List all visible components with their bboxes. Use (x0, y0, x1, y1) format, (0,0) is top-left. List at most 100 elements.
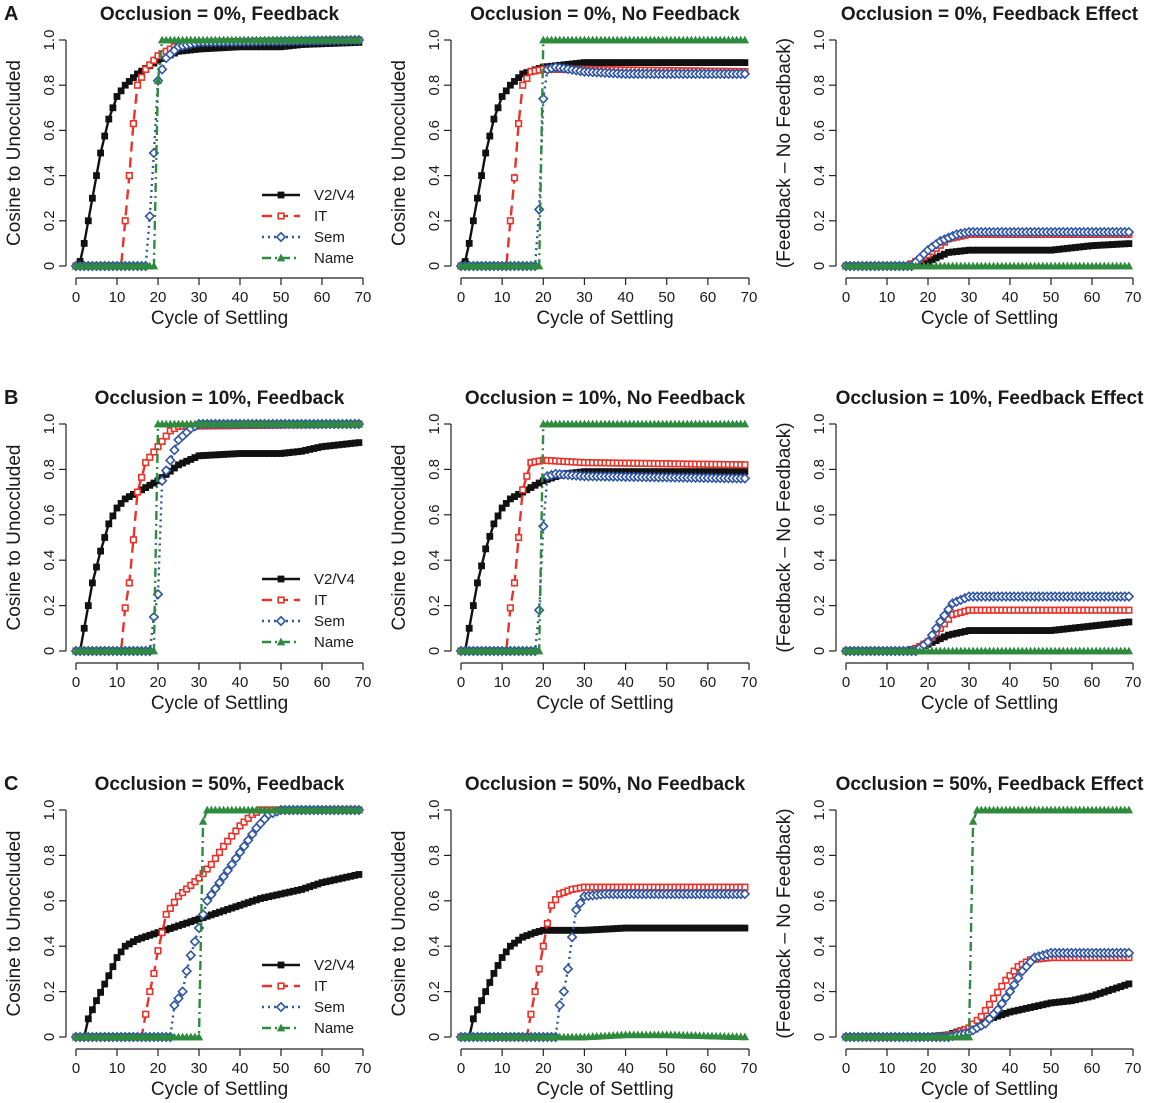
data-point (80, 240, 88, 247)
data-point (302, 884, 309, 892)
data-point (739, 473, 751, 484)
data-point (207, 911, 215, 919)
data-point (671, 924, 679, 932)
series-name (71, 35, 364, 270)
data-point (478, 997, 485, 1005)
y-tick-label: 0.8 (811, 845, 828, 866)
data-point (716, 468, 724, 476)
x-tick-label: 60 (314, 674, 331, 691)
data-point (1092, 622, 1100, 629)
data-point (1039, 246, 1047, 254)
y-tick-label: 0.4 (426, 936, 443, 957)
data-point (351, 871, 359, 879)
series-line (461, 886, 745, 1039)
data-point (1035, 246, 1043, 254)
data-point (585, 926, 592, 934)
data-point (1105, 620, 1112, 628)
x-tick-label: 0 (72, 289, 80, 306)
y-tick-label: 0.6 (426, 120, 443, 141)
data-point (936, 252, 944, 260)
data-point (1047, 627, 1055, 634)
data-point (222, 865, 234, 876)
data-point (696, 59, 704, 66)
data-point (716, 59, 724, 66)
data-point (1002, 1009, 1010, 1017)
data-point (121, 942, 129, 950)
data-point (125, 579, 133, 587)
chart-title: Occlusion = 10%, Feedback (95, 388, 345, 409)
x-tick-label: 70 (355, 1060, 372, 1077)
y-axis-label: Cosine to Unoccluded (4, 60, 25, 246)
data-point (335, 875, 342, 883)
y-tick-label: 0.6 (811, 504, 828, 525)
data-point (936, 635, 944, 643)
series-line (461, 892, 745, 1039)
data-point (1027, 246, 1034, 254)
data-point (253, 896, 260, 904)
data-point (531, 987, 539, 996)
data-point (240, 900, 248, 908)
data-point (977, 627, 985, 634)
data-point (482, 545, 490, 553)
data-point (146, 481, 154, 489)
series-line (461, 459, 745, 653)
data-point (314, 444, 322, 452)
data-point (212, 910, 219, 917)
data-point (712, 924, 720, 932)
data-point (961, 247, 969, 255)
data-point (729, 468, 736, 476)
data-point (527, 930, 535, 938)
data-point (953, 248, 961, 255)
chart-panel-C2: Occlusion = 50%, No Feedback 0 10 20 30 40 50 6… (389, 774, 757, 1100)
series-name (456, 1030, 750, 1041)
data-point (642, 468, 650, 476)
data-point (630, 924, 638, 932)
data-point (581, 926, 588, 934)
chart-panel-B1: Occlusion = 10%, Feedback B 0 10 20 30 40 50 60 7… (4, 387, 371, 714)
data-point (1018, 627, 1026, 634)
y-tick-label: 0.4 (426, 165, 443, 186)
data-point (511, 78, 518, 85)
y-tick-label: 0.6 (426, 504, 443, 525)
data-point (519, 81, 527, 89)
data-point (218, 871, 229, 882)
data-point (117, 500, 125, 507)
data-point (138, 67, 145, 75)
data-point (224, 44, 232, 51)
data-point (568, 60, 576, 68)
data-point (708, 468, 716, 476)
data-point (712, 59, 720, 66)
data-point (675, 59, 683, 66)
data-point (605, 59, 613, 66)
data-point (494, 512, 502, 520)
data-point (973, 627, 981, 634)
data-point (84, 217, 92, 225)
data-point (576, 926, 584, 934)
data-point (566, 931, 578, 943)
data-point (201, 895, 213, 907)
data-point (1023, 1004, 1030, 1012)
data-point (1123, 947, 1135, 959)
chart-panel-B2: Occlusion = 10%, No Feedback 0 10 20 30 40 50 6… (389, 388, 757, 714)
x-tick-label: 30 (191, 1060, 208, 1077)
legend-marker (277, 961, 285, 969)
data-point (482, 988, 490, 995)
x-axis-label: Cycle of Settling (921, 693, 1058, 714)
data-point (183, 885, 191, 893)
data-point (224, 837, 232, 845)
data-point (626, 59, 634, 66)
data-point (1105, 241, 1112, 249)
data-point (634, 924, 642, 932)
data-point (531, 481, 539, 489)
legend-label: Name (314, 634, 354, 651)
data-point (1072, 996, 1079, 1004)
data-point (679, 468, 687, 476)
data-point (498, 504, 506, 512)
data-point (80, 624, 88, 632)
x-tick-label: 70 (741, 289, 758, 306)
data-point (121, 495, 129, 503)
y-tick-label: 0 (426, 647, 443, 655)
data-point (514, 120, 523, 128)
data-point (945, 249, 952, 256)
data-point (318, 443, 326, 451)
